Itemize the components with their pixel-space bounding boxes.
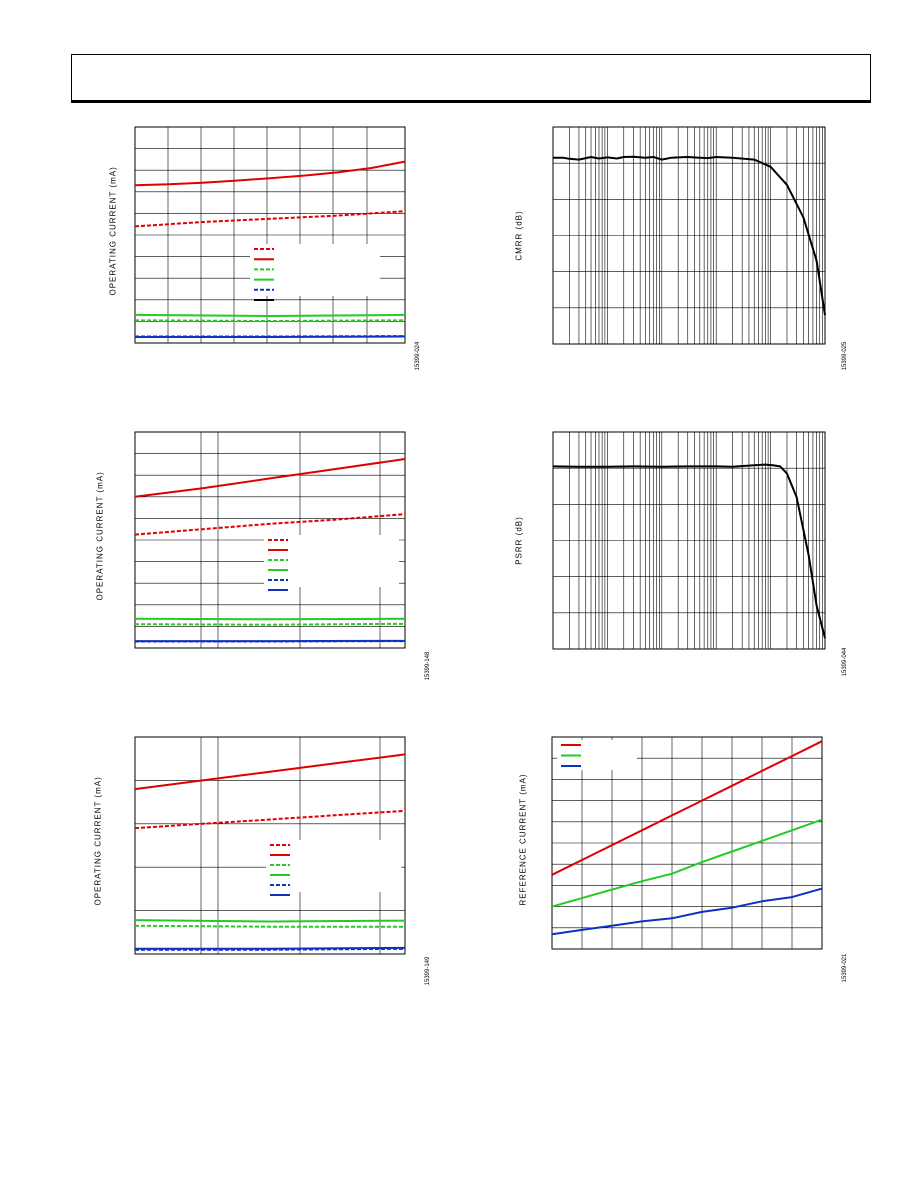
series-line-3 (134, 924, 405, 928)
series-line-1 (134, 210, 406, 228)
series-line-2 (551, 887, 823, 936)
series-line-2 (134, 617, 406, 621)
series-line-0 (551, 740, 823, 876)
series-line-0 (134, 753, 406, 791)
series-line-3 (134, 319, 406, 322)
c4-plot-group (552, 431, 826, 650)
page-header-box (71, 54, 871, 103)
c3-plot-group (134, 431, 406, 649)
series-line-0 (552, 463, 826, 639)
series-line-2 (134, 313, 406, 317)
c2-plot-group (552, 126, 826, 345)
c6-plot-group (551, 736, 823, 950)
series-line-3 (134, 622, 406, 626)
reference-current-chart-figure-id: 15399-021 (842, 953, 848, 983)
series-line-0 (553, 155, 826, 316)
plot-frame (134, 736, 406, 955)
c1-plot-group (134, 126, 406, 344)
series-line-2 (134, 919, 406, 923)
series-line-1 (134, 809, 406, 830)
series-line-1 (551, 818, 823, 908)
series-line-5 (135, 947, 406, 951)
series-line-0 (134, 160, 406, 187)
series-line-1 (134, 513, 406, 536)
reference-current-chart-ylabel: REFERENCE CURRENT (mA) (518, 773, 528, 906)
legend-box (250, 244, 380, 296)
series-line-0 (134, 458, 406, 498)
c5-plot-group (134, 736, 406, 955)
